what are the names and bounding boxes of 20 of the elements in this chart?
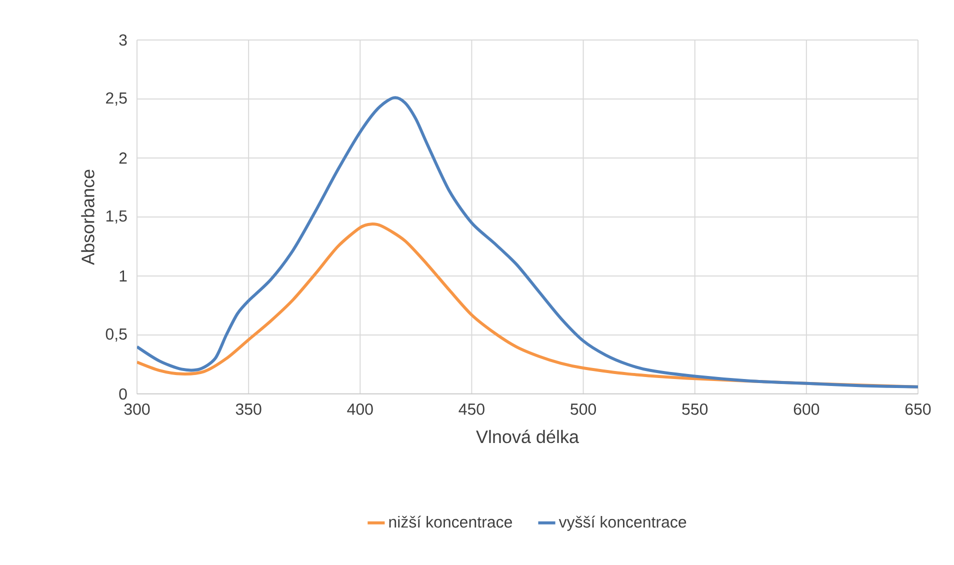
x-tick-label: 600 xyxy=(794,404,820,415)
x-tick-label: 300 xyxy=(124,404,150,415)
x-tick-label: 400 xyxy=(347,404,373,415)
line-series xyxy=(137,96,918,388)
legend-label: nižší koncentrace xyxy=(389,516,512,528)
y-axis-title: Absorbance xyxy=(81,170,94,265)
y-tick-label: 2 xyxy=(119,152,127,164)
y-tick-label: 1,5 xyxy=(106,210,127,224)
x-tick-label: 650 xyxy=(905,404,931,415)
x-tick-label: 550 xyxy=(682,404,708,415)
x-axis-title: Vlnová délka xyxy=(476,430,579,444)
x-tick-label: 350 xyxy=(236,404,262,415)
y-tick-label: 0,5 xyxy=(106,328,127,342)
y-tick-label: 1 xyxy=(120,270,127,282)
legend-label: vyšší koncentrace xyxy=(558,516,686,531)
y-tick-label: 0 xyxy=(119,388,127,400)
y-tick-label: 3 xyxy=(119,34,127,46)
y-tick-label: 2,5 xyxy=(106,92,127,106)
x-tick-label: 500 xyxy=(570,404,596,415)
x-tick-label: 450 xyxy=(458,404,484,415)
